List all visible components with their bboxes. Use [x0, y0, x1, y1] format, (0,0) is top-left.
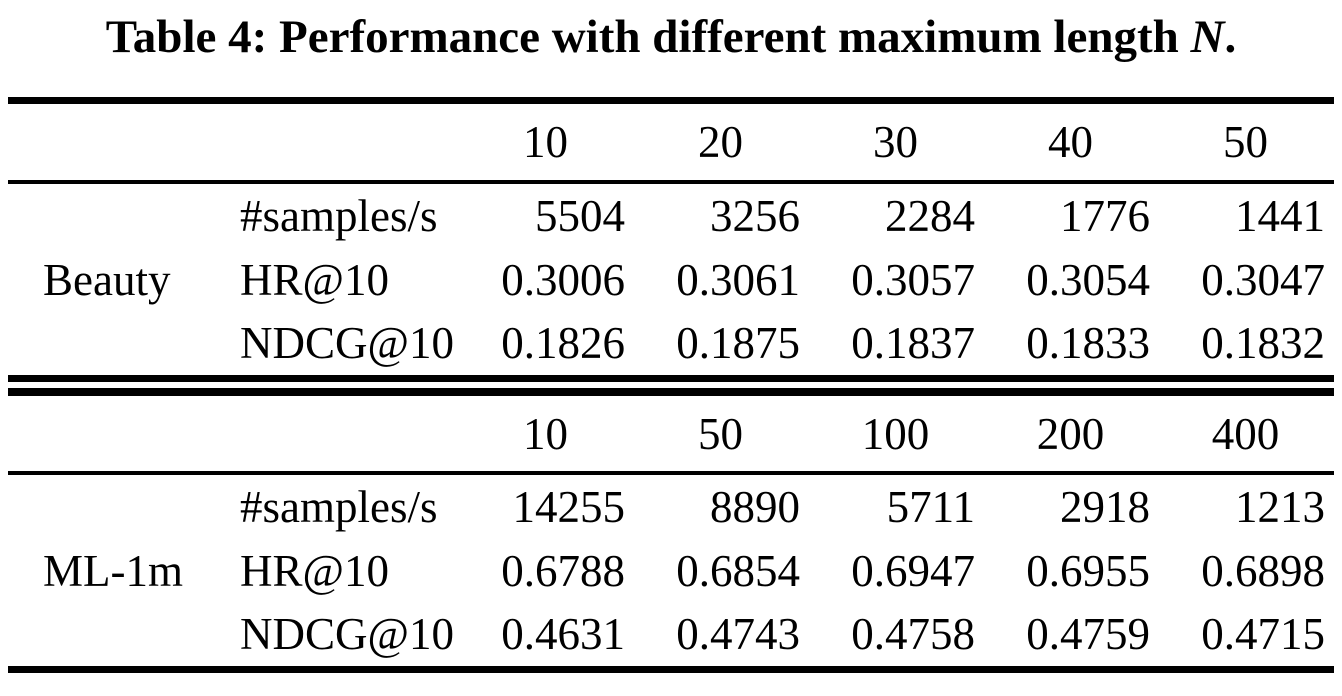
beauty-col-header: 20 [698, 117, 743, 167]
metric-label: #samples/s [240, 481, 438, 532]
table-row: #samples/s 5504 3256 2284 1776 1441 [224, 184, 1334, 248]
table-cell: 0.1826 [501, 318, 625, 369]
table-cell: 0.6854 [676, 545, 800, 596]
table-cell: 0.4715 [1201, 609, 1325, 660]
dataset-label: Beauty [43, 254, 171, 305]
beauty-header-rule [8, 180, 1334, 184]
ml1m-col-header: 10 [523, 408, 568, 459]
table-cell: 0.3061 [676, 254, 800, 305]
beauty-col-header: 30 [873, 117, 918, 167]
table-cell: 0.3057 [851, 254, 975, 305]
beauty-rows: #samples/s 5504 3256 2284 1776 1441 HR@1… [224, 184, 1334, 375]
table-cell: 0.1833 [1026, 318, 1150, 369]
ml1m-header-rule [8, 471, 1334, 475]
ml1m-section: ML-1m #samples/s 14255 8890 5711 2918 12… [8, 475, 1334, 666]
table-cell: 1213 [1235, 481, 1325, 532]
performance-table: 10 20 30 40 50 Beauty #samples/s 5504 32… [8, 97, 1334, 673]
table-caption: Table 4: Performance with different maxi… [0, 0, 1342, 97]
table-cell: 0.4759 [1026, 609, 1150, 660]
table-cell: 2284 [885, 190, 975, 241]
ml1m-header-row: 10 50 100 200 400 [8, 396, 1334, 471]
table-row: NDCG@10 0.1826 0.1875 0.1837 0.1833 0.18… [224, 311, 1334, 375]
beauty-col-header: 50 [1223, 117, 1268, 167]
table-cell: 0.4631 [501, 609, 625, 660]
ml1m-col-header: 400 [1211, 408, 1280, 459]
table-cell: 0.3047 [1201, 254, 1325, 305]
table-cell: 0.3054 [1026, 254, 1150, 305]
table-cell: 0.1875 [676, 318, 800, 369]
caption-text: Table 4: Performance with different maxi… [105, 11, 1191, 63]
table-row: NDCG@10 0.4631 0.4743 0.4758 0.4759 0.47… [224, 602, 1334, 666]
dataset-label-cell: Beauty [8, 184, 224, 375]
table-cell: 2918 [1060, 481, 1150, 532]
dataset-label-cell: ML-1m [8, 475, 224, 666]
table-cell: 0.3006 [501, 254, 625, 305]
table-cell: 1776 [1060, 190, 1150, 241]
table-cell: 5711 [886, 481, 975, 532]
ml1m-col-header: 100 [861, 408, 930, 459]
metric-label: HR@10 [240, 254, 389, 305]
table-cell: 1441 [1235, 190, 1325, 241]
ml1m-col-header: 200 [1036, 408, 1105, 459]
caption-period: . [1224, 11, 1237, 63]
ml1m-rows: #samples/s 14255 8890 5711 2918 1213 HR@… [224, 475, 1334, 666]
table-row: #samples/s 14255 8890 5711 2918 1213 [224, 475, 1334, 539]
table-cell: 14255 [512, 481, 626, 532]
table-cell: 0.6788 [501, 545, 625, 596]
metric-label: NDCG@10 [240, 609, 454, 660]
metric-label: #samples/s [240, 190, 438, 241]
table-row: HR@10 0.6788 0.6854 0.6947 0.6955 0.6898 [224, 539, 1334, 603]
table-cell: 0.6947 [851, 545, 975, 596]
bottom-rule [8, 666, 1334, 673]
table-cell: 8890 [710, 481, 800, 532]
beauty-col-header: 10 [523, 117, 568, 167]
table-cell: 0.1837 [851, 318, 975, 369]
table-cell: 0.6898 [1201, 545, 1325, 596]
section-divider-double-rule [8, 375, 1334, 396]
table-cell: 0.4743 [676, 609, 800, 660]
table-cell: 0.1832 [1201, 318, 1325, 369]
beauty-col-header: 40 [1048, 117, 1093, 167]
table-cell: 0.6955 [1026, 545, 1150, 596]
metric-label: HR@10 [240, 545, 389, 596]
table-cell: 5504 [535, 190, 625, 241]
ml1m-col-header: 50 [698, 408, 743, 459]
metric-label: NDCG@10 [240, 318, 454, 369]
beauty-section: Beauty #samples/s 5504 3256 2284 1776 14… [8, 184, 1334, 375]
beauty-header-row: 10 20 30 40 50 [8, 104, 1334, 180]
table-row: HR@10 0.3006 0.3061 0.3057 0.3054 0.3047 [224, 248, 1334, 312]
top-rule [8, 97, 1334, 104]
table-cell: 0.4758 [851, 609, 975, 660]
dataset-label: ML-1m [43, 545, 183, 596]
caption-math-variable: N [1190, 11, 1225, 63]
table-cell: 3256 [710, 190, 800, 241]
